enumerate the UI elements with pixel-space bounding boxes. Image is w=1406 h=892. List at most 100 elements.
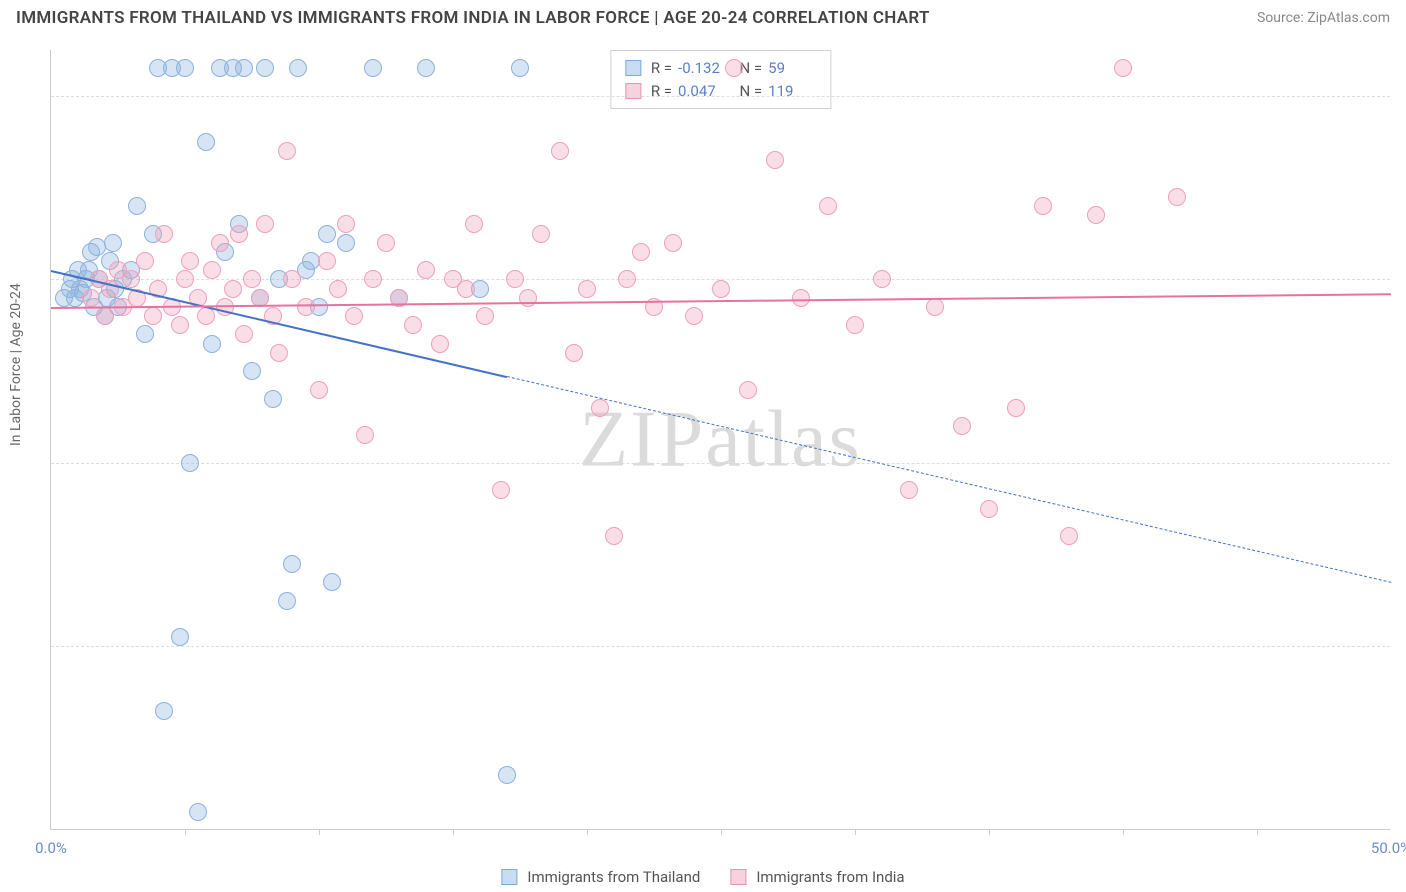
stat-n-value: 119	[768, 80, 816, 103]
scatter-point	[256, 215, 274, 233]
scatter-point	[235, 59, 253, 77]
scatter-point	[128, 197, 146, 215]
scatter-point	[197, 133, 215, 151]
x-tick-minor	[1257, 829, 1258, 835]
scatter-point	[712, 280, 730, 298]
scatter-point	[618, 270, 636, 288]
legend-label: Immigrants from India	[756, 868, 904, 886]
scatter-point	[356, 426, 374, 444]
scatter-point	[278, 142, 296, 160]
scatter-point	[176, 270, 194, 288]
scatter-point	[82, 289, 100, 307]
scatter-point	[243, 270, 261, 288]
scatter-point	[144, 307, 162, 325]
stat-n-label: N =	[732, 80, 762, 103]
y-tick-label: 60.0%	[1400, 454, 1406, 472]
scatter-point	[104, 234, 122, 252]
scatter-point	[1087, 206, 1105, 224]
scatter-point	[171, 628, 189, 646]
scatter-point	[404, 316, 422, 334]
legend-swatch	[501, 869, 517, 885]
scatter-point	[725, 59, 743, 77]
legend-swatch	[625, 60, 641, 76]
gridline-horizontal	[51, 646, 1390, 647]
scatter-point	[511, 59, 529, 77]
scatter-point	[476, 307, 494, 325]
scatter-point	[1060, 527, 1078, 545]
x-tick-minor	[1123, 829, 1124, 835]
scatter-point	[364, 59, 382, 77]
stat-r-label: R =	[651, 80, 672, 103]
stat-r-label: R =	[651, 57, 672, 80]
scatter-point	[431, 335, 449, 353]
scatter-point	[243, 362, 261, 380]
source-label: Source: ZipAtlas.com	[1257, 10, 1390, 26]
scatter-point	[318, 225, 336, 243]
scatter-point	[235, 325, 253, 343]
scatter-point	[417, 59, 435, 77]
scatter-point	[1114, 59, 1132, 77]
scatter-point	[122, 270, 140, 288]
scatter-point	[1034, 197, 1052, 215]
y-axis-label: In Labor Force | Age 20-24	[8, 283, 24, 446]
scatter-point	[289, 59, 307, 77]
stat-n-value: 59	[768, 57, 816, 80]
scatter-point	[337, 234, 355, 252]
scatter-point	[155, 702, 173, 720]
scatter-point	[96, 307, 114, 325]
legend-label: Immigrants from Thailand	[527, 868, 700, 886]
y-tick-label: 40.0%	[1400, 637, 1406, 655]
scatter-point	[792, 289, 810, 307]
x-tick-minor	[989, 829, 990, 835]
scatter-point	[766, 151, 784, 169]
gridline-horizontal	[51, 96, 1390, 97]
scatter-point	[203, 261, 221, 279]
scatter-point	[364, 270, 382, 288]
scatter-point	[189, 803, 207, 821]
x-tick-minor	[185, 829, 186, 835]
scatter-point	[211, 234, 229, 252]
scatter-point	[283, 270, 301, 288]
watermark-text: ZIPatlas	[579, 394, 862, 485]
gridline-horizontal	[51, 463, 1390, 464]
stat-r-value: 0.047	[678, 80, 726, 103]
scatter-point	[297, 298, 315, 316]
legend-swatch	[730, 869, 746, 885]
scatter-point	[551, 142, 569, 160]
scatter-point	[457, 280, 475, 298]
stats-legend-row: R = 0.047 N = 119	[625, 80, 816, 103]
x-tick-label: 0.0%	[35, 839, 67, 857]
legend-item: Immigrants from India	[730, 868, 904, 886]
x-tick-minor	[453, 829, 454, 835]
scatter-point	[953, 417, 971, 435]
scatter-point	[506, 270, 524, 288]
scatter-point	[337, 215, 355, 233]
chart-plot-area: ZIPatlas R = -0.132 N = 59R = 0.047 N = …	[50, 50, 1390, 830]
scatter-point	[224, 280, 242, 298]
scatter-point	[345, 307, 363, 325]
scatter-point	[873, 270, 891, 288]
scatter-point	[1007, 399, 1025, 417]
scatter-point	[1168, 188, 1186, 206]
scatter-point	[532, 225, 550, 243]
scatter-point	[230, 225, 248, 243]
scatter-point	[565, 344, 583, 362]
trendline-dashed	[506, 376, 1391, 583]
x-tick-minor	[587, 829, 588, 835]
scatter-point	[605, 527, 623, 545]
scatter-point	[136, 325, 154, 343]
scatter-point	[377, 234, 395, 252]
scatter-point	[591, 399, 609, 417]
stat-r-value: -0.132	[678, 57, 726, 80]
scatter-point	[155, 225, 173, 243]
scatter-point	[498, 766, 516, 784]
scatter-point	[685, 307, 703, 325]
y-tick-label: 80.0%	[1400, 270, 1406, 288]
stats-legend-box: R = -0.132 N = 59R = 0.047 N = 119	[610, 50, 831, 109]
scatter-point	[283, 555, 301, 573]
scatter-point	[181, 252, 199, 270]
scatter-point	[739, 381, 757, 399]
scatter-point	[176, 59, 194, 77]
y-tick-label: 100.0%	[1400, 87, 1406, 105]
scatter-point	[578, 280, 596, 298]
